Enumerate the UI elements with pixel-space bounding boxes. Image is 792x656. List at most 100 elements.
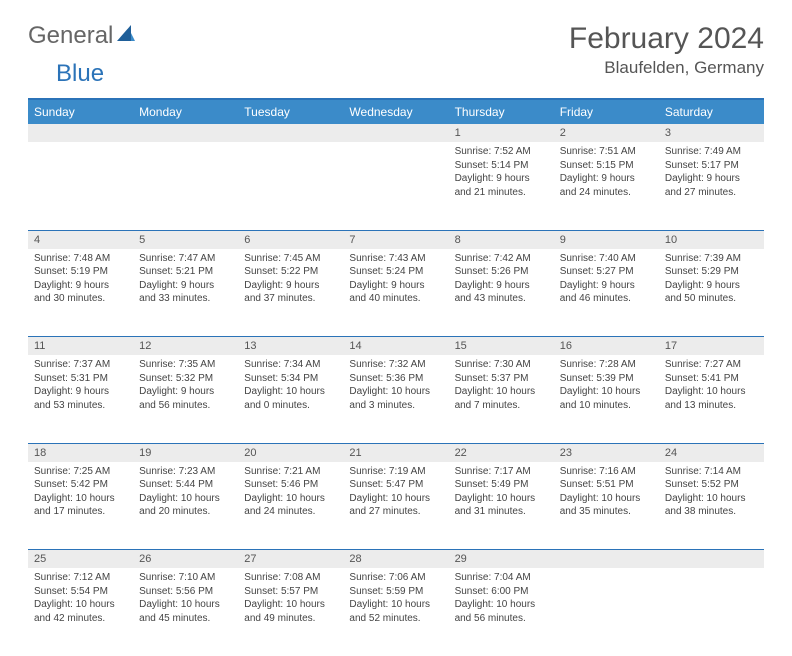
day-content-row: Sunrise: 7:52 AMSunset: 5:14 PMDaylight:… — [28, 142, 764, 230]
weekday-header: Tuesday — [238, 99, 343, 124]
day-cell — [343, 142, 448, 230]
day-number-cell: 13 — [238, 337, 343, 356]
weekday-header-row: Sunday Monday Tuesday Wednesday Thursday… — [28, 99, 764, 124]
day-number-cell: 5 — [133, 230, 238, 249]
daylight-text: Daylight: 10 hours — [34, 492, 127, 506]
day-cell: Sunrise: 7:51 AMSunset: 5:15 PMDaylight:… — [554, 142, 659, 230]
day-number-cell: 16 — [554, 337, 659, 356]
daylight-text: Daylight: 10 hours — [349, 385, 442, 399]
daylight-text: Daylight: 10 hours — [665, 492, 758, 506]
day-number-cell: 3 — [659, 124, 764, 142]
day-cell: Sunrise: 7:12 AMSunset: 5:54 PMDaylight:… — [28, 568, 133, 656]
day-cell: Sunrise: 7:40 AMSunset: 5:27 PMDaylight:… — [554, 249, 659, 337]
daylight-text: Daylight: 9 hours — [349, 279, 442, 293]
sunset-text: Sunset: 5:27 PM — [560, 265, 653, 279]
weekday-header: Saturday — [659, 99, 764, 124]
sunset-text: Sunset: 5:32 PM — [139, 372, 232, 386]
day-number-row: 2526272829 — [28, 550, 764, 569]
daylight-text: Daylight: 10 hours — [455, 385, 548, 399]
sunset-text: Sunset: 5:31 PM — [34, 372, 127, 386]
day-number-cell: 21 — [343, 443, 448, 462]
day-number-row: 45678910 — [28, 230, 764, 249]
day-cell — [659, 568, 764, 656]
day-cell: Sunrise: 7:04 AMSunset: 6:00 PMDaylight:… — [449, 568, 554, 656]
daylight-text: and 56 minutes. — [455, 612, 548, 626]
sunset-text: Sunset: 6:00 PM — [455, 585, 548, 599]
sunset-text: Sunset: 5:49 PM — [455, 478, 548, 492]
daylight-text: and 21 minutes. — [455, 186, 548, 200]
sunrise-text: Sunrise: 7:06 AM — [349, 571, 442, 585]
sunset-text: Sunset: 5:42 PM — [34, 478, 127, 492]
daylight-text: and 42 minutes. — [34, 612, 127, 626]
daylight-text: and 40 minutes. — [349, 292, 442, 306]
day-content-row: Sunrise: 7:12 AMSunset: 5:54 PMDaylight:… — [28, 568, 764, 656]
day-cell: Sunrise: 7:49 AMSunset: 5:17 PMDaylight:… — [659, 142, 764, 230]
logo-text-1: General — [28, 22, 113, 50]
daylight-text: and 38 minutes. — [665, 505, 758, 519]
sunrise-text: Sunrise: 7:30 AM — [455, 358, 548, 372]
daylight-text: and 0 minutes. — [244, 399, 337, 413]
day-cell — [238, 142, 343, 230]
sunrise-text: Sunrise: 7:16 AM — [560, 465, 653, 479]
daylight-text: Daylight: 10 hours — [349, 492, 442, 506]
sunset-text: Sunset: 5:51 PM — [560, 478, 653, 492]
day-number-cell: 29 — [449, 550, 554, 569]
sunset-text: Sunset: 5:34 PM — [244, 372, 337, 386]
sunrise-text: Sunrise: 7:45 AM — [244, 252, 337, 266]
sunrise-text: Sunrise: 7:14 AM — [665, 465, 758, 479]
day-cell: Sunrise: 7:43 AMSunset: 5:24 PMDaylight:… — [343, 249, 448, 337]
day-cell: Sunrise: 7:16 AMSunset: 5:51 PMDaylight:… — [554, 462, 659, 550]
daylight-text: and 24 minutes. — [560, 186, 653, 200]
daylight-text: and 20 minutes. — [139, 505, 232, 519]
weekday-header: Wednesday — [343, 99, 448, 124]
day-cell: Sunrise: 7:39 AMSunset: 5:29 PMDaylight:… — [659, 249, 764, 337]
sunrise-text: Sunrise: 7:28 AM — [560, 358, 653, 372]
sunset-text: Sunset: 5:14 PM — [455, 159, 548, 173]
sunset-text: Sunset: 5:22 PM — [244, 265, 337, 279]
day-number-cell: 26 — [133, 550, 238, 569]
sunrise-text: Sunrise: 7:25 AM — [34, 465, 127, 479]
day-content-row: Sunrise: 7:25 AMSunset: 5:42 PMDaylight:… — [28, 462, 764, 550]
daylight-text: and 33 minutes. — [139, 292, 232, 306]
day-number-cell: 27 — [238, 550, 343, 569]
sunrise-text: Sunrise: 7:52 AM — [455, 145, 548, 159]
weekday-header: Sunday — [28, 99, 133, 124]
daylight-text: and 24 minutes. — [244, 505, 337, 519]
daylight-text: and 10 minutes. — [560, 399, 653, 413]
day-cell: Sunrise: 7:19 AMSunset: 5:47 PMDaylight:… — [343, 462, 448, 550]
sunset-text: Sunset: 5:47 PM — [349, 478, 442, 492]
day-cell: Sunrise: 7:17 AMSunset: 5:49 PMDaylight:… — [449, 462, 554, 550]
sunset-text: Sunset: 5:57 PM — [244, 585, 337, 599]
sunrise-text: Sunrise: 7:04 AM — [455, 571, 548, 585]
day-cell: Sunrise: 7:37 AMSunset: 5:31 PMDaylight:… — [28, 355, 133, 443]
daylight-text: and 27 minutes. — [349, 505, 442, 519]
weekday-header: Thursday — [449, 99, 554, 124]
sunrise-text: Sunrise: 7:43 AM — [349, 252, 442, 266]
day-cell: Sunrise: 7:32 AMSunset: 5:36 PMDaylight:… — [343, 355, 448, 443]
sunrise-text: Sunrise: 7:48 AM — [34, 252, 127, 266]
sunrise-text: Sunrise: 7:17 AM — [455, 465, 548, 479]
daylight-text: Daylight: 9 hours — [455, 172, 548, 186]
day-cell: Sunrise: 7:52 AMSunset: 5:14 PMDaylight:… — [449, 142, 554, 230]
day-number-cell: 25 — [28, 550, 133, 569]
sunset-text: Sunset: 5:39 PM — [560, 372, 653, 386]
daylight-text: Daylight: 10 hours — [455, 598, 548, 612]
day-number-cell: 17 — [659, 337, 764, 356]
daylight-text: and 45 minutes. — [139, 612, 232, 626]
calendar-table: Sunday Monday Tuesday Wednesday Thursday… — [28, 98, 764, 656]
day-number-row: 11121314151617 — [28, 337, 764, 356]
daylight-text: and 13 minutes. — [665, 399, 758, 413]
sunset-text: Sunset: 5:15 PM — [560, 159, 653, 173]
daylight-text: and 31 minutes. — [455, 505, 548, 519]
daylight-text: Daylight: 10 hours — [455, 492, 548, 506]
day-number-row: 123 — [28, 124, 764, 142]
weekday-header: Monday — [133, 99, 238, 124]
daylight-text: and 35 minutes. — [560, 505, 653, 519]
day-cell: Sunrise: 7:10 AMSunset: 5:56 PMDaylight:… — [133, 568, 238, 656]
day-cell: Sunrise: 7:47 AMSunset: 5:21 PMDaylight:… — [133, 249, 238, 337]
daylight-text: Daylight: 10 hours — [560, 492, 653, 506]
sunset-text: Sunset: 5:46 PM — [244, 478, 337, 492]
day-number-cell: 14 — [343, 337, 448, 356]
day-cell: Sunrise: 7:23 AMSunset: 5:44 PMDaylight:… — [133, 462, 238, 550]
day-cell: Sunrise: 7:42 AMSunset: 5:26 PMDaylight:… — [449, 249, 554, 337]
